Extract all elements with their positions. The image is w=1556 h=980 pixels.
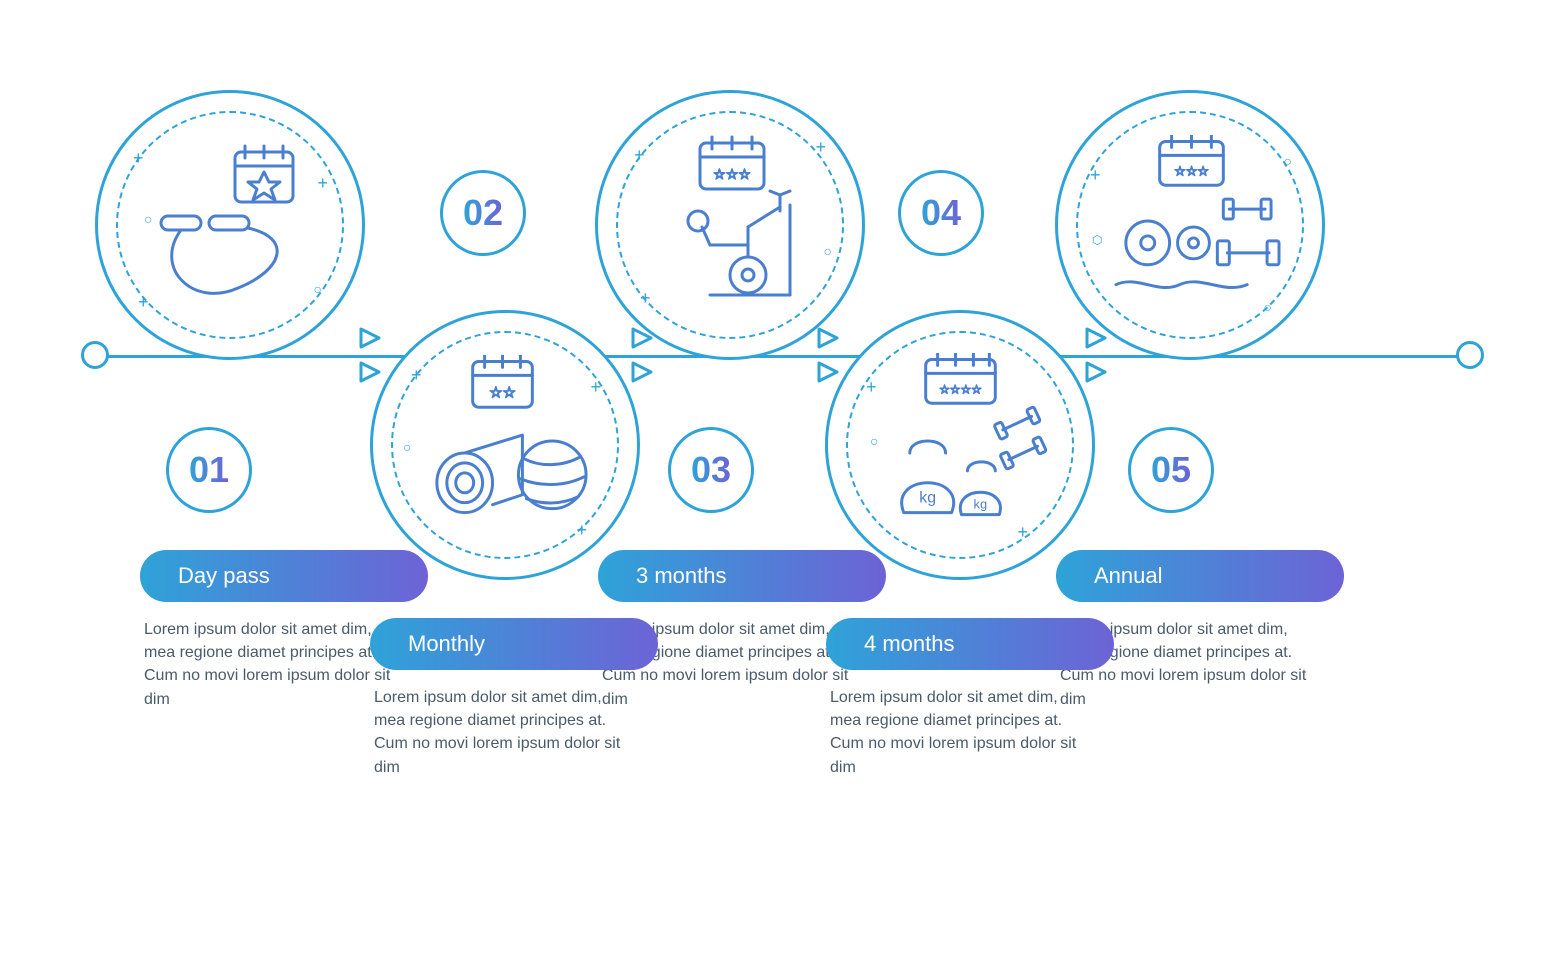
step-title-pill: Annual <box>1056 550 1344 602</box>
connector-arrow-icon <box>630 326 654 350</box>
step-description: Lorem ipsum dolor sit amet dim, mea regi… <box>374 686 624 779</box>
step-number-badge: 05 <box>1128 427 1214 513</box>
connector-end-left <box>81 341 109 369</box>
yoga-mat-ball-icon: ☆☆ <box>413 351 597 539</box>
connector-arrow-icon <box>630 360 654 384</box>
svg-text:☆☆☆: ☆☆☆ <box>1174 163 1209 178</box>
step-number: 05 <box>1151 449 1191 491</box>
svg-text:☆☆☆: ☆☆☆ <box>713 166 751 182</box>
step-circle: + + ○ + ☆☆ <box>370 310 640 580</box>
step-title-pill: Monthly <box>370 618 658 670</box>
step-circle: + + ○ + ○ <box>95 90 365 360</box>
svg-text:kg: kg <box>919 489 936 506</box>
step-title: 3 months <box>636 563 727 589</box>
step-circle: + ○ ⬡ ○ ☆☆☆ <box>1055 90 1325 360</box>
barbell-weights-icon: ☆☆☆ <box>1098 131 1282 319</box>
step-title: Day pass <box>178 563 270 589</box>
step-title: Annual <box>1094 563 1163 589</box>
step-number: 01 <box>189 449 229 491</box>
jump-rope-calendar-icon <box>138 131 322 319</box>
step-number-badge: 01 <box>166 427 252 513</box>
svg-text:kg: kg <box>974 496 988 511</box>
connector-arrow-icon <box>358 326 382 350</box>
step-number-badge: 02 <box>440 170 526 256</box>
step-circle: + ○ + ☆☆☆☆ kg <box>825 310 1095 580</box>
connector-line <box>95 355 1470 358</box>
step-number-badge: 04 <box>898 170 984 256</box>
step-number: 03 <box>691 449 731 491</box>
infographic-stage: + + ○ + ○ 0 <box>0 0 1556 980</box>
step-number: 04 <box>921 192 961 234</box>
step-title: Monthly <box>408 631 485 657</box>
connector-arrow-icon <box>358 360 382 384</box>
step-title: 4 months <box>864 631 955 657</box>
connector-arrow-icon <box>816 360 840 384</box>
kettlebell-dumbbell-icon: ☆☆☆☆ kg kg <box>868 351 1052 539</box>
svg-text:☆☆: ☆☆ <box>489 385 516 401</box>
svg-text:☆☆☆☆: ☆☆☆☆ <box>939 382 982 396</box>
step-title-pill: Day pass <box>140 550 428 602</box>
step-number: 02 <box>463 192 503 234</box>
step-circle: + + ○ + ☆☆☆ <box>595 90 865 360</box>
step-title-pill: 3 months <box>598 550 886 602</box>
step-title-pill: 4 months <box>826 618 1114 670</box>
step-number-badge: 03 <box>668 427 754 513</box>
connector-arrow-icon <box>1084 360 1108 384</box>
exercise-bike-icon: ☆☆☆ <box>638 131 822 319</box>
connector-arrow-icon <box>1084 326 1108 350</box>
step-description: Lorem ipsum dolor sit amet dim, mea regi… <box>144 618 394 711</box>
connector-arrow-icon <box>816 326 840 350</box>
step-description: Lorem ipsum dolor sit amet dim, mea regi… <box>830 686 1080 779</box>
connector-end-right <box>1456 341 1484 369</box>
